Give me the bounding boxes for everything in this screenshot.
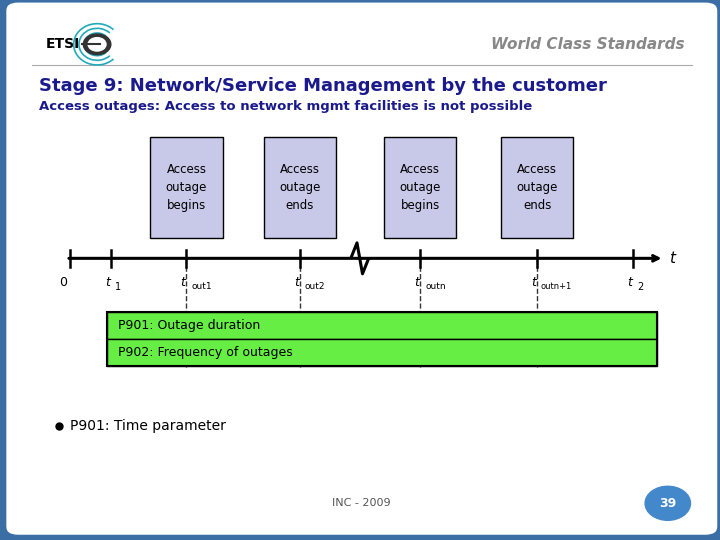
- Text: outn: outn: [425, 281, 446, 291]
- FancyBboxPatch shape: [4, 1, 719, 537]
- FancyBboxPatch shape: [107, 339, 657, 366]
- Text: t: t: [669, 251, 675, 266]
- Text: Access
outage
begins: Access outage begins: [166, 163, 207, 212]
- Circle shape: [84, 34, 111, 55]
- Text: 2: 2: [637, 281, 644, 292]
- Text: Access
outage
begins: Access outage begins: [400, 163, 441, 212]
- Text: t: t: [415, 276, 419, 289]
- Text: P902: Frequency of outages: P902: Frequency of outages: [117, 346, 292, 359]
- Text: t: t: [105, 276, 110, 289]
- Text: INC - 2009: INC - 2009: [333, 498, 391, 508]
- Text: P901: Outage duration: P901: Outage duration: [117, 319, 260, 333]
- Text: t: t: [181, 276, 186, 289]
- Text: P901: Time parameter: P901: Time parameter: [70, 419, 225, 433]
- Circle shape: [88, 38, 106, 51]
- FancyBboxPatch shape: [107, 313, 657, 339]
- Text: out2: out2: [305, 281, 325, 291]
- Text: 1: 1: [114, 281, 121, 292]
- Text: out1: out1: [192, 281, 212, 291]
- Text: Access
outage
ends: Access outage ends: [516, 163, 558, 212]
- Text: Stage 9: Network/Service Management by the customer: Stage 9: Network/Service Management by t…: [39, 77, 606, 94]
- Text: 0: 0: [59, 276, 67, 289]
- Text: 39: 39: [659, 497, 676, 510]
- Text: t: t: [531, 276, 536, 289]
- Text: t: t: [628, 276, 632, 289]
- FancyBboxPatch shape: [264, 137, 336, 238]
- Circle shape: [645, 487, 690, 521]
- FancyBboxPatch shape: [384, 137, 456, 238]
- Text: Access outages: Access to network mgmt facilities is not possible: Access outages: Access to network mgmt f…: [39, 100, 532, 113]
- Text: t: t: [294, 276, 299, 289]
- FancyBboxPatch shape: [150, 137, 222, 238]
- Text: ETSI: ETSI: [45, 37, 80, 51]
- Text: Access
outage
ends: Access outage ends: [279, 163, 320, 212]
- Text: outn+1: outn+1: [541, 281, 572, 291]
- FancyBboxPatch shape: [501, 137, 573, 238]
- Text: World Class Standards: World Class Standards: [491, 37, 685, 52]
